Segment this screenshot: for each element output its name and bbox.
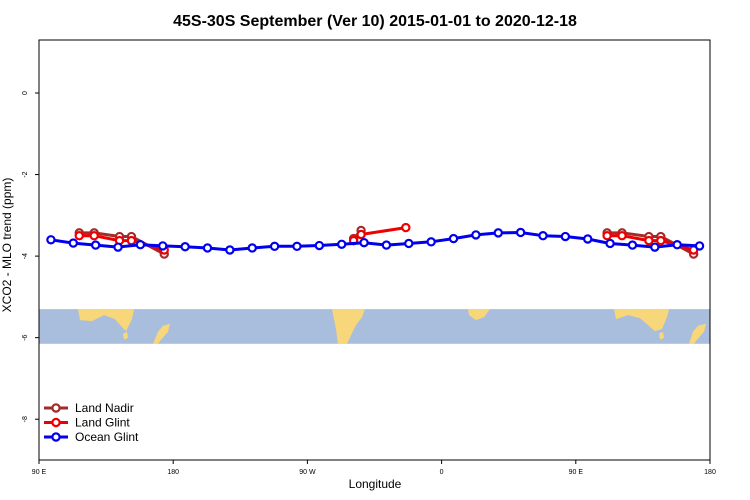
y-tick-label: -4: [22, 253, 29, 259]
data-point: [627, 240, 638, 250]
legend-marker: [51, 417, 61, 428]
land-mass: [689, 323, 706, 344]
data-point: [401, 222, 411, 233]
legend-item: Land Glint: [44, 416, 130, 430]
data-point: [602, 231, 612, 241]
data-point: [605, 238, 615, 249]
y-tick-label: -2: [22, 171, 29, 177]
data-point: [68, 238, 78, 248]
x-axis: 90 E 180 90 W 0 90 E 180: [32, 460, 716, 476]
data-point: [336, 239, 347, 249]
chart-title: 45S-30S September (Ver 10) 2015-01-01 to…: [173, 13, 577, 30]
series-line: [50, 231, 700, 252]
legend-marker: [51, 432, 61, 442]
data-point: [180, 242, 190, 252]
y-tick-label: -8: [22, 416, 29, 422]
data-point: [314, 240, 325, 251]
land-mass: [659, 331, 664, 340]
land-mass: [614, 309, 669, 332]
data-point: [381, 240, 392, 250]
data-point: [359, 237, 369, 248]
data-point: [158, 241, 168, 251]
data-point: [356, 229, 366, 240]
x-tick-label: 180: [167, 469, 179, 476]
data-point: [269, 241, 280, 252]
data-point: [426, 237, 436, 247]
data-point: [560, 231, 571, 242]
x-tick-label: 0: [440, 469, 444, 476]
legend-label: Ocean Glint: [75, 430, 139, 444]
land-mass: [123, 331, 128, 340]
data-point: [292, 241, 302, 252]
y-tick-label: 0: [22, 91, 29, 95]
plot-frame: [38, 39, 711, 461]
legend-marker: [51, 403, 61, 413]
data-point: [225, 245, 235, 255]
series-ocean-glint: [46, 227, 705, 255]
y-axis: 0 -2 -4 -6 -8: [22, 91, 39, 422]
data-point: [617, 231, 627, 241]
data-point: [515, 227, 526, 238]
data-point: [404, 238, 414, 249]
legend-item: Ocean Glint: [44, 430, 139, 444]
data-point: [46, 235, 56, 245]
land-mass: [78, 309, 134, 332]
data-point: [113, 242, 123, 252]
data-point: [448, 233, 459, 244]
data-point: [538, 231, 548, 241]
x-tick-label: 90 E: [32, 469, 47, 476]
data-point: [135, 239, 146, 250]
x-axis-label: Longitude: [349, 477, 402, 491]
y-tick-label: -6: [22, 334, 29, 340]
data-point: [656, 235, 666, 246]
y-axis-label: XCO2 - MLO trend (ppm): [0, 178, 14, 313]
data-point: [89, 231, 99, 241]
ocean-band: [39, 309, 710, 344]
data-point: [672, 239, 682, 250]
data-point: [650, 242, 660, 252]
data-point: [74, 231, 84, 241]
x-tick-label: 180: [704, 469, 716, 476]
x-tick-label: 90 W: [299, 469, 316, 476]
legend-item: Land Nadir: [44, 401, 134, 415]
data-point: [471, 230, 481, 240]
x-tick-label: 90 E: [569, 469, 584, 476]
map-band: [39, 309, 710, 344]
land-mass: [468, 309, 490, 321]
data-point: [493, 228, 503, 238]
data-point: [202, 243, 213, 253]
data-point: [644, 235, 654, 246]
land-mass: [332, 309, 365, 344]
data-point: [247, 243, 257, 253]
legend-label: Land Nadir: [75, 401, 134, 415]
legend-label: Land Glint: [75, 416, 130, 430]
data-point: [583, 234, 593, 244]
land-mass: [153, 323, 170, 344]
data-point: [126, 235, 137, 246]
data-point: [90, 240, 101, 250]
data-point: [694, 241, 705, 251]
series-layer: [46, 222, 705, 259]
